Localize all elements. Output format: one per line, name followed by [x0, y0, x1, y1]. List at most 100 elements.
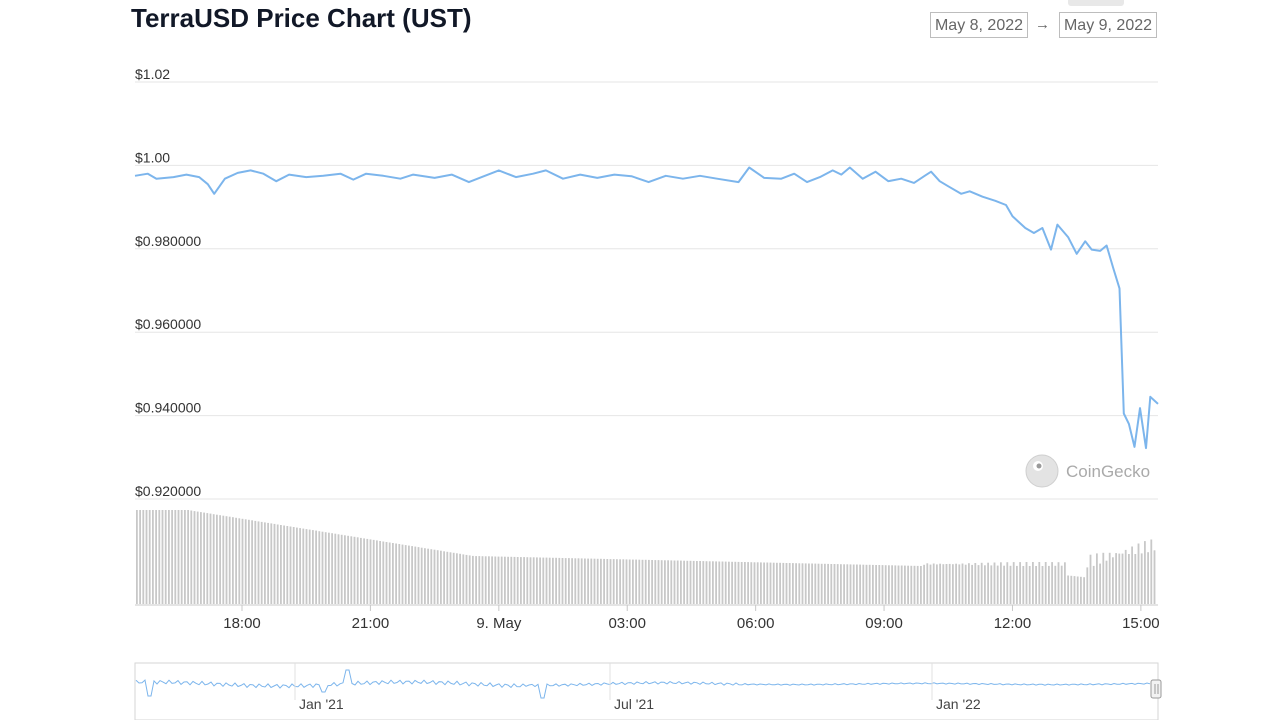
volume-bar: [1064, 562, 1066, 604]
volume-bar: [372, 539, 375, 604]
volume-bar: [913, 565, 916, 604]
volume-bar: [593, 558, 596, 604]
volume-bar: [878, 565, 881, 604]
volume-bar: [1000, 562, 1002, 604]
volume-bar: [1009, 565, 1012, 604]
price-line[interactable]: [134, 166, 1159, 450]
top-tab-fragment[interactable]: [1068, 0, 1124, 6]
volume-bar: [740, 562, 743, 604]
volume-bar: [792, 563, 794, 604]
volume-bar: [827, 563, 829, 604]
volume-bar: [718, 561, 721, 604]
volume-bar: [1089, 554, 1092, 604]
volume-bar: [692, 560, 695, 604]
volume-bar: [305, 529, 308, 604]
volume-bar: [462, 554, 465, 604]
navigator-handle[interactable]: [1150, 679, 1162, 699]
volume-bar: [225, 516, 228, 604]
volume-bar: [756, 562, 759, 604]
y-tick-label: $0.980000: [135, 233, 201, 249]
volume-bar: [708, 561, 711, 604]
volume-bar: [142, 510, 145, 604]
volume-bar: [452, 552, 455, 604]
volume-bar: [382, 541, 385, 604]
volume-bar: [728, 561, 730, 604]
volume-bar: [475, 556, 477, 604]
volume-bar: [1137, 543, 1140, 604]
volume-bar: [1108, 552, 1111, 604]
volume-bar: [164, 510, 167, 604]
navigator[interactable]: Jan '21 Jul '21 Jan '22: [134, 662, 1162, 720]
volume-bar: [785, 563, 788, 604]
volume-bar: [916, 565, 919, 604]
volume-bar: [254, 520, 257, 604]
volume-bar: [606, 559, 609, 604]
volume-bar: [737, 561, 740, 604]
volume-bar: [942, 564, 945, 604]
volume-bar: [932, 563, 935, 604]
volume-bar: [459, 553, 461, 604]
volume-bar: [155, 510, 157, 604]
volume-bar: [993, 562, 996, 604]
volume-bar: [929, 564, 932, 604]
volume-bar: [321, 531, 324, 604]
volume-bars: [136, 510, 1156, 604]
volume-bar: [1070, 575, 1073, 604]
volume-bar: [331, 533, 333, 604]
volume-bar: [625, 559, 628, 604]
volume-bar: [1096, 553, 1098, 604]
volume-bar: [184, 510, 186, 604]
volume-bar: [795, 563, 797, 604]
volume-bar: [1025, 562, 1028, 604]
volume-bar: [849, 564, 852, 604]
volume-bar: [1016, 565, 1018, 604]
volume-bar: [193, 511, 196, 604]
volume-bar: [670, 560, 673, 604]
volume-bar: [920, 566, 922, 604]
volume-bar: [1019, 562, 1021, 604]
volume-bar: [584, 558, 586, 604]
volume-bar: [145, 510, 148, 604]
volume-bar: [705, 561, 708, 604]
volume-bar: [388, 542, 391, 604]
volume-bar: [820, 563, 823, 604]
volume-bar: [340, 534, 343, 604]
volume-bar: [696, 561, 698, 604]
volume-bar: [641, 559, 644, 604]
volume-bar: [238, 518, 241, 604]
volume-bar: [734, 561, 737, 604]
navigator-label: Jan '21: [299, 696, 344, 712]
volume-bar: [529, 557, 532, 604]
date-to-field[interactable]: May 9, 2022: [1059, 12, 1157, 38]
volume-bar: [744, 562, 746, 604]
volume-bar: [859, 564, 861, 604]
volume-bar: [228, 516, 231, 604]
volume-bar: [683, 560, 685, 604]
volume-bar: [996, 565, 999, 604]
volume-bar: [654, 560, 657, 604]
volume-bar: [776, 562, 778, 604]
volume-bar: [1118, 553, 1121, 604]
volume-bar: [1076, 576, 1079, 604]
volume-bar: [577, 558, 580, 604]
volume-bar: [971, 564, 973, 604]
volume-bar: [532, 557, 535, 604]
volume-bar: [353, 536, 356, 604]
volume-bar: [635, 559, 637, 604]
volume-bar: [1067, 575, 1069, 604]
volume-bar: [494, 556, 497, 604]
volume-bar: [1003, 565, 1005, 604]
volume-bar: [414, 546, 417, 604]
volume-bar: [961, 563, 964, 604]
date-from-field[interactable]: May 8, 2022: [930, 12, 1028, 38]
volume-bar: [900, 565, 903, 604]
volume-bar: [548, 557, 551, 604]
volume-bar: [1124, 549, 1127, 604]
volume-bar: [987, 562, 989, 604]
volume-bar: [875, 565, 877, 604]
volume-bar: [312, 530, 314, 604]
volume-bar: [507, 556, 509, 604]
volume-bar: [865, 564, 868, 604]
volume-bar: [1080, 576, 1082, 604]
